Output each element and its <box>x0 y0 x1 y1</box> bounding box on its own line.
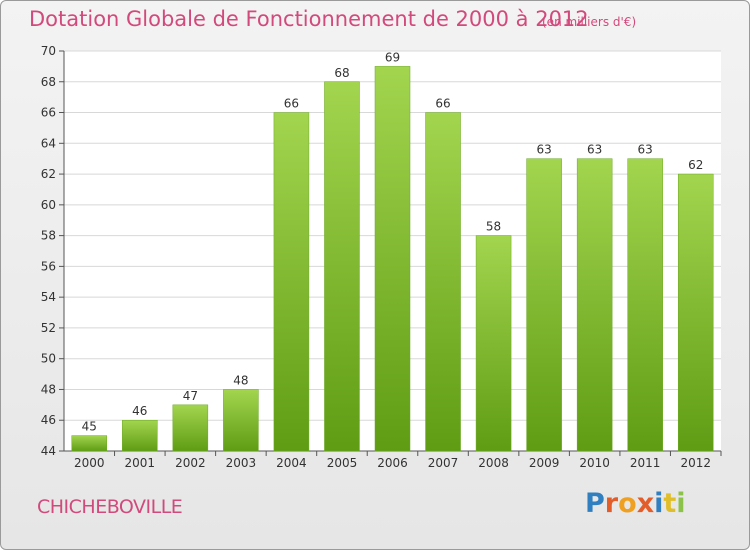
y-tick-label: 46 <box>41 413 56 427</box>
bar-2009[interactable] <box>526 158 562 452</box>
value-label: 58 <box>486 220 501 234</box>
y-tick-label: 52 <box>41 321 56 335</box>
y-tick-label: 66 <box>41 106 56 120</box>
x-tick-label: 2010 <box>579 456 610 470</box>
value-label: 45 <box>82 420 97 434</box>
value-label: 66 <box>284 97 299 111</box>
bar-2006[interactable] <box>374 66 411 452</box>
value-label: 68 <box>334 66 349 80</box>
value-label: 48 <box>233 373 248 387</box>
value-label: 47 <box>183 389 198 403</box>
y-tick-label: 48 <box>41 382 56 396</box>
bar-2007[interactable] <box>425 112 461 452</box>
chart-title: Dotation Globale de Fonctionnement de 20… <box>29 7 589 31</box>
value-label: 63 <box>638 143 653 157</box>
y-tick-label: 64 <box>41 136 56 150</box>
value-label: 66 <box>435 97 450 111</box>
proxiti-logo[interactable]: Proxiti <box>585 488 686 519</box>
value-label: 63 <box>587 143 602 157</box>
logo-letter: t <box>663 488 677 519</box>
value-label: 63 <box>536 143 551 157</box>
x-tick-label: 2008 <box>478 456 509 470</box>
y-tick-label: 60 <box>41 198 56 212</box>
x-tick-label: 2002 <box>175 456 206 470</box>
y-tick-label: 54 <box>41 290 56 304</box>
bar-2008[interactable] <box>475 235 512 452</box>
x-tick-label: 2005 <box>327 456 358 470</box>
x-tick-label: 2000 <box>74 456 105 470</box>
value-label: 69 <box>385 50 400 64</box>
bar-2000[interactable] <box>71 435 108 452</box>
y-tick-label: 56 <box>41 259 56 273</box>
x-tick-label: 2006 <box>377 456 408 470</box>
y-tick-label: 70 <box>41 44 56 58</box>
logo-letter: x <box>636 488 655 519</box>
logo-letter: o <box>618 488 637 519</box>
commune-name: CHICHEBOVILLE <box>37 496 183 518</box>
bar-2001[interactable] <box>122 419 158 452</box>
x-tick-label: 2012 <box>680 456 711 470</box>
y-tick-label: 68 <box>41 75 56 89</box>
logo-letter: P <box>585 488 605 519</box>
x-tick-label: 2009 <box>529 456 560 470</box>
logo-letter: i <box>676 488 686 519</box>
value-label: 62 <box>688 158 703 172</box>
x-tick-label: 2007 <box>428 456 459 470</box>
bar-2010[interactable] <box>576 158 613 452</box>
y-tick-label: 44 <box>41 444 56 458</box>
y-tick-label: 50 <box>41 352 56 366</box>
bar-2003[interactable] <box>223 389 259 452</box>
value-label: 46 <box>132 404 147 418</box>
chart-unit-label: (en milliers d'€) <box>542 15 637 29</box>
bar-2002[interactable] <box>172 404 209 452</box>
x-tick-label: 2001 <box>125 456 156 470</box>
logo-letter: r <box>604 488 619 519</box>
bar-2012[interactable] <box>677 173 714 452</box>
logo-letter: i <box>654 488 664 519</box>
x-tick-label: 2004 <box>276 456 307 470</box>
x-tick-label: 2011 <box>630 456 661 470</box>
y-tick-label: 58 <box>41 229 56 243</box>
bar-2004[interactable] <box>273 112 310 452</box>
bar-2011[interactable] <box>627 158 663 452</box>
bar-2005[interactable] <box>324 81 360 452</box>
x-tick-label: 2003 <box>226 456 257 470</box>
y-tick-label: 62 <box>41 167 56 181</box>
